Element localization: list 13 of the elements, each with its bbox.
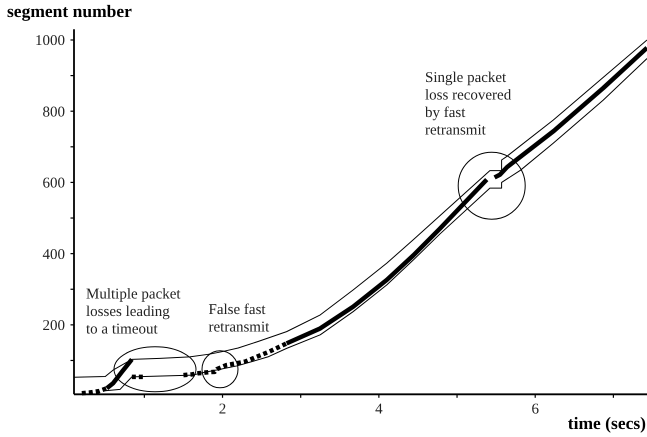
x-tick-label: 4 xyxy=(375,401,384,418)
y-tick-label: 200 xyxy=(42,318,65,334)
y-tick-label: 600 xyxy=(42,176,65,192)
annotation: Single packet loss recovered by fast retransmit xyxy=(425,70,512,138)
y-tick-label: 800 xyxy=(42,104,65,120)
y-tick-label: 1000 xyxy=(35,33,65,50)
annotation: Multiple packet losses leading to a timeout xyxy=(86,286,182,338)
x-tick-label: 6 xyxy=(531,401,540,418)
annotation: False fast retransmit xyxy=(208,302,270,336)
y-axis-title: segment number xyxy=(7,1,132,21)
x-axis-title: time (secs) xyxy=(568,413,646,433)
x-tick-label: 2 xyxy=(218,401,226,418)
y-tick-label: 400 xyxy=(42,246,65,263)
